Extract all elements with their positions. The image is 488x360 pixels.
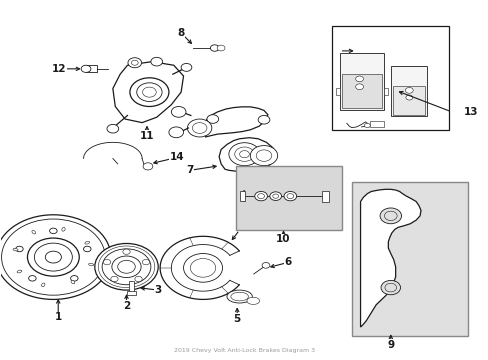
Ellipse shape <box>41 283 45 287</box>
Ellipse shape <box>17 270 22 273</box>
Circle shape <box>269 192 281 201</box>
Circle shape <box>122 249 130 255</box>
Polygon shape <box>113 62 183 123</box>
Circle shape <box>135 276 142 282</box>
Text: 4: 4 <box>238 222 245 231</box>
Polygon shape <box>219 138 276 173</box>
Circle shape <box>171 107 185 117</box>
Ellipse shape <box>246 297 259 305</box>
Bar <box>235 166 341 230</box>
Text: 13: 13 <box>463 107 478 117</box>
Circle shape <box>380 280 400 295</box>
Circle shape <box>183 253 222 282</box>
Text: 14: 14 <box>169 152 184 162</box>
Bar <box>390 66 427 116</box>
Circle shape <box>143 163 153 170</box>
Bar <box>351 182 467 336</box>
Circle shape <box>254 192 267 201</box>
Text: 1: 1 <box>55 312 61 322</box>
Circle shape <box>405 95 412 100</box>
Circle shape <box>111 276 118 282</box>
Circle shape <box>0 215 111 300</box>
Circle shape <box>379 208 401 224</box>
Text: 9: 9 <box>386 340 393 350</box>
Circle shape <box>217 45 224 51</box>
Circle shape <box>27 238 79 276</box>
Circle shape <box>103 260 110 265</box>
Circle shape <box>206 115 218 123</box>
Bar <box>369 121 383 127</box>
Circle shape <box>187 119 211 137</box>
Polygon shape <box>360 189 420 327</box>
Ellipse shape <box>88 263 94 266</box>
Circle shape <box>168 127 183 138</box>
Circle shape <box>70 275 78 281</box>
Bar <box>392 86 425 115</box>
Bar <box>86 65 97 72</box>
Bar <box>341 74 381 108</box>
Text: 12: 12 <box>52 64 66 74</box>
Text: 7: 7 <box>186 165 193 175</box>
Circle shape <box>364 123 369 128</box>
Circle shape <box>112 256 141 278</box>
Circle shape <box>128 58 142 68</box>
Bar <box>129 281 134 292</box>
Circle shape <box>81 65 91 72</box>
Circle shape <box>284 192 296 201</box>
Circle shape <box>16 246 23 252</box>
Ellipse shape <box>226 290 252 303</box>
Ellipse shape <box>85 241 89 244</box>
Circle shape <box>355 84 363 90</box>
Text: 3: 3 <box>154 285 162 295</box>
Circle shape <box>151 57 162 66</box>
Polygon shape <box>203 107 267 137</box>
Circle shape <box>181 63 191 71</box>
Bar <box>127 291 136 295</box>
Circle shape <box>95 243 158 290</box>
Bar <box>335 88 339 95</box>
Circle shape <box>210 45 219 51</box>
Ellipse shape <box>13 248 18 251</box>
Ellipse shape <box>71 280 75 284</box>
Text: 11: 11 <box>140 131 154 141</box>
Circle shape <box>228 143 260 166</box>
Bar <box>331 26 448 130</box>
Text: 5: 5 <box>233 314 240 324</box>
Circle shape <box>83 246 91 252</box>
Circle shape <box>262 262 269 268</box>
Ellipse shape <box>61 228 65 231</box>
Ellipse shape <box>230 292 248 301</box>
Circle shape <box>130 78 168 107</box>
Circle shape <box>49 228 57 234</box>
Text: 6: 6 <box>284 257 291 267</box>
Text: 8: 8 <box>177 28 184 38</box>
Bar <box>384 88 387 95</box>
Text: 2: 2 <box>122 301 130 311</box>
Circle shape <box>142 260 149 265</box>
Circle shape <box>29 275 36 281</box>
Circle shape <box>405 87 412 93</box>
Circle shape <box>250 145 277 166</box>
Circle shape <box>258 116 269 124</box>
Circle shape <box>107 125 119 133</box>
Ellipse shape <box>32 230 36 234</box>
Bar <box>339 53 384 110</box>
Text: 10: 10 <box>276 234 290 244</box>
Bar <box>321 191 329 202</box>
Circle shape <box>355 76 363 82</box>
Text: 2019 Chevy Volt Anti-Lock Brakes Diagram 3: 2019 Chevy Volt Anti-Lock Brakes Diagram… <box>174 348 314 353</box>
Bar <box>239 192 244 201</box>
